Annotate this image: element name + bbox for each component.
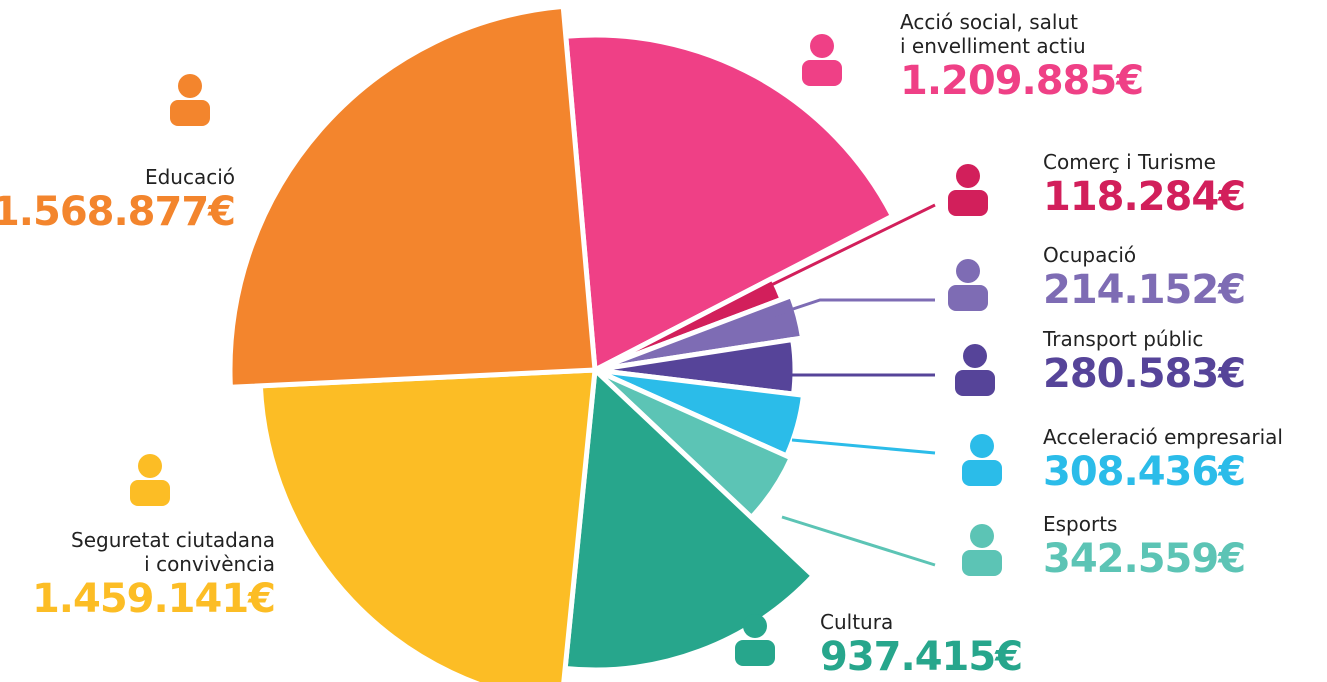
- category-name: Acció social, salut i envelliment actiu: [900, 10, 1086, 58]
- slice-label: Seguretat ciutadana i convivència 1.459.1…: [31, 528, 276, 622]
- value-label: 280.583€: [1043, 351, 1246, 397]
- category-name: Cultura: [820, 610, 894, 634]
- slice-label: Acció social, salut i envelliment actiu 1…: [900, 10, 1144, 104]
- pie-slice: [563, 32, 896, 373]
- leader-line: [744, 298, 935, 327]
- category-name: Acceleració empresarial: [1043, 425, 1283, 449]
- leader-line: [711, 203, 936, 316]
- icon: [178, 74, 202, 98]
- icon: [735, 640, 775, 666]
- pie-slice: [592, 293, 806, 373]
- icon: [962, 460, 1002, 486]
- pie-slice: [257, 367, 598, 682]
- slice-label: Acceleració empresarial 308.436€: [1043, 425, 1283, 495]
- icon: [962, 550, 1002, 576]
- value-label: 1.568.877€: [0, 189, 236, 235]
- icon: [963, 344, 987, 368]
- slice-label: Comerç i Turisme 118.284€: [1043, 150, 1246, 220]
- icon: [955, 370, 995, 396]
- leader-line: [791, 438, 936, 455]
- icon: [948, 285, 988, 311]
- icon: [810, 34, 834, 58]
- category-name: Transport públic: [1043, 327, 1204, 351]
- icon: [948, 190, 988, 216]
- category-name: Comerç i Turisme: [1043, 150, 1216, 174]
- icon: [970, 434, 994, 458]
- icon: [956, 259, 980, 283]
- pie-slice: [227, 3, 598, 390]
- value-label: 937.415€: [820, 634, 1023, 680]
- value-label: 308.436€: [1043, 449, 1246, 495]
- value-label: 214.152€: [1043, 267, 1246, 313]
- slice-label: Cultura 937.415€: [820, 610, 1023, 680]
- leader-line: [781, 515, 936, 567]
- icon: [802, 60, 842, 86]
- icon: [138, 454, 162, 478]
- slice-label: Ocupació 214.152€: [1043, 243, 1246, 313]
- category-name: Educació: [144, 165, 235, 189]
- slice-label: Educació 1.568.877€: [0, 165, 236, 235]
- category-name: Seguretat ciutadana i convivència: [71, 528, 275, 576]
- value-label: 1.459.141€: [31, 576, 276, 622]
- slice-label: Esports 342.559€: [1043, 512, 1246, 582]
- icon: [130, 480, 170, 506]
- slice-label: Transport públic 280.583€: [1043, 327, 1246, 397]
- icon: [956, 164, 980, 188]
- category-name: Ocupació: [1043, 243, 1137, 267]
- value-label: 118.284€: [1043, 174, 1246, 220]
- icon: [970, 524, 994, 548]
- category-name: Esports: [1043, 512, 1118, 536]
- pie-slice: [562, 367, 816, 673]
- value-label: 1.209.885€: [900, 58, 1144, 104]
- icon: [743, 614, 767, 638]
- icon: [170, 100, 210, 126]
- value-label: 342.559€: [1043, 536, 1246, 582]
